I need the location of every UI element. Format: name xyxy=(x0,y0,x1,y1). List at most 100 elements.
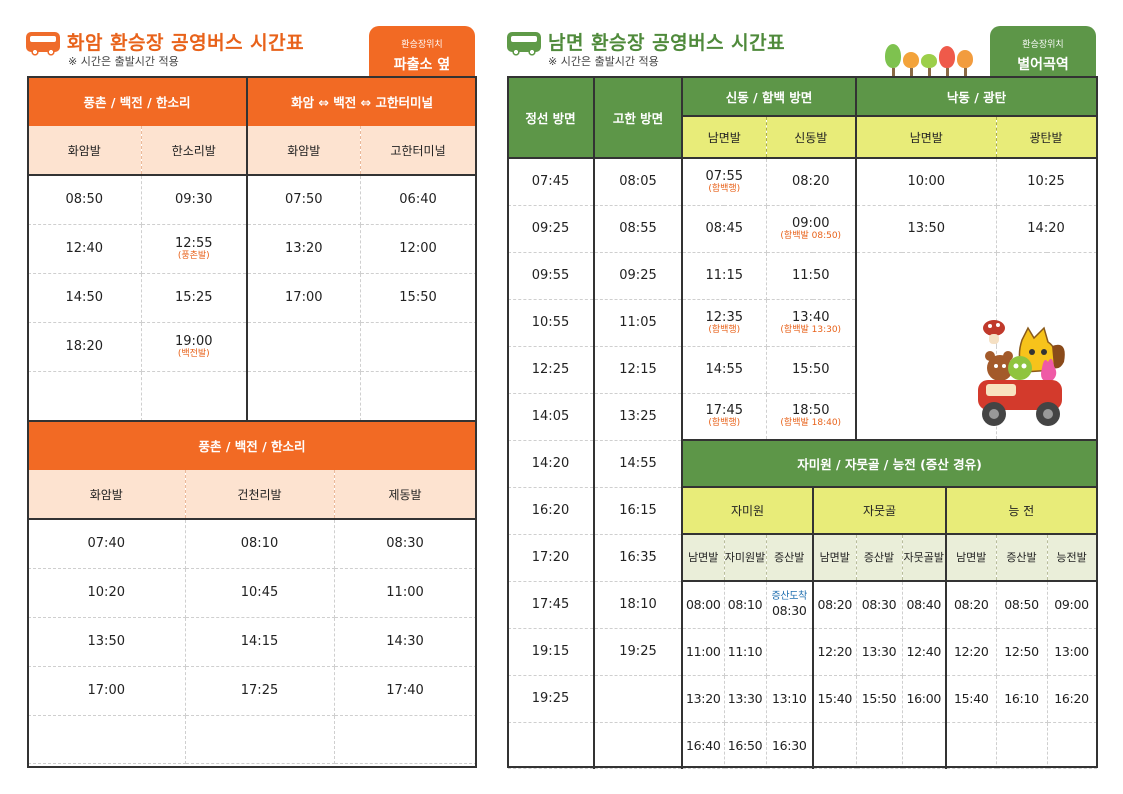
right-table: 정선 방면 고한 방면 신동 / 함백 방면 낙동 / 광탄 남면발 신동발 남… xyxy=(508,77,1097,769)
time-cell: 08:50 xyxy=(28,175,142,225)
time-cell: 15:40 xyxy=(813,675,857,723)
left-table-2: 풍촌 / 백전 / 한소리 화암발 건천리발 제동발 07:40 08:10 0… xyxy=(28,421,477,764)
left-title-row: 화암 환승장 공영버스 시간표 xyxy=(26,28,304,56)
time-cell: 17:00 xyxy=(28,666,186,716)
time-cell xyxy=(185,715,335,764)
time-cell: 08:45 xyxy=(682,205,767,253)
note-text: (함백발 13:30) xyxy=(780,324,842,335)
time-cell: 09:25 xyxy=(594,252,683,300)
time-cell: 15:50 xyxy=(856,675,903,723)
time-cell: 14:55 xyxy=(594,440,683,488)
time-cell: 12:35 (함백행) xyxy=(682,299,767,347)
col-header: 제동발 xyxy=(334,470,477,520)
time-cell xyxy=(247,371,361,421)
table-row: 12:40 12:55 (풍촌발) 13:20 12:00 xyxy=(28,224,477,274)
time-cell: 07:40 xyxy=(28,519,186,569)
time-cell: 13:25 xyxy=(594,393,683,441)
time-value: 12:55 xyxy=(175,235,213,251)
time-cell xyxy=(946,722,997,769)
right-note: ※ 시간은 출발시간 적용 xyxy=(548,55,659,68)
time-cell: 08:50 xyxy=(996,581,1048,629)
time-cell: 16:15 xyxy=(594,487,683,535)
col-header: 증산발 xyxy=(856,534,903,582)
time-cell: 14:50 xyxy=(28,273,142,323)
time-cell xyxy=(856,722,903,769)
time-cell: 08:40 xyxy=(902,581,947,629)
time-cell: 07:45 xyxy=(508,158,595,206)
col-header: 한소리발 xyxy=(141,126,249,176)
time-cell xyxy=(141,371,249,421)
time-cell xyxy=(1047,722,1097,769)
col-header: 화암발 xyxy=(28,470,186,520)
col-header-jeongseon: 정선 방면 xyxy=(508,77,595,159)
time-cell: 15:50 xyxy=(360,273,477,323)
time-cell: 15:25 xyxy=(141,273,249,323)
time-cell: 08:10 xyxy=(724,581,767,629)
time-cell: 08:20 xyxy=(766,158,857,206)
col-header: 남면발 xyxy=(682,534,725,582)
time-cell: 13:50 xyxy=(28,617,186,667)
time-cell: 16:30 xyxy=(766,722,814,769)
time-cell: 08:20 xyxy=(813,581,857,629)
time-value: 08:20 xyxy=(792,174,830,190)
time-cell: 08:00 xyxy=(682,581,725,629)
time-cell: 13:30 xyxy=(724,675,767,723)
time-cell: 11:10 xyxy=(724,628,767,676)
sub-group-header: 자뭇골 xyxy=(813,487,947,535)
time-cell xyxy=(813,722,857,769)
table-row: 16:40 16:50 16:30 xyxy=(508,722,1097,769)
left-table-1: 풍촌 / 백전 / 한소리 화암 ⇔ 백전 ⇔ 고한터미널 화암발 한소리발 화… xyxy=(28,77,477,421)
time-cell: 16:10 xyxy=(996,675,1048,723)
col-header: 증산발 xyxy=(996,534,1048,582)
bus-icon xyxy=(26,31,60,56)
note-text: 증산도착 xyxy=(771,591,808,603)
time-cell: 10:25 xyxy=(996,158,1097,206)
table-row: 14:05 13:25 17:45 (함백행) 18:50 (함백발 18:40) xyxy=(508,393,1096,441)
time-cell: 14:30 xyxy=(334,617,477,667)
time-cell: 08:30 xyxy=(334,519,477,569)
time-value: 13:40 xyxy=(792,309,830,325)
time-cell: 08:05 xyxy=(594,158,683,206)
time-cell: 13:30 xyxy=(856,628,903,676)
time-cell: 증산도착 08:30 xyxy=(766,581,814,629)
time-cell xyxy=(247,322,361,372)
time-value: 17:45 xyxy=(705,403,743,419)
time-cell: 17:20 xyxy=(508,534,595,582)
time-cell: 17:40 xyxy=(334,666,477,716)
time-cell: 10:00 xyxy=(856,158,997,206)
time-cell: 18:50 (함백발 18:40) xyxy=(766,393,857,441)
time-cell: 12:25 xyxy=(508,346,595,394)
time-cell: 16:00 xyxy=(902,675,947,723)
col-header: 신동발 xyxy=(766,116,857,159)
time-cell: 08:20 xyxy=(946,581,997,629)
time-value: 18:50 xyxy=(792,403,830,419)
time-cell: 07:55 (함백행) xyxy=(682,158,767,206)
right-title: 남면 환승장 공영버스 시간표 xyxy=(548,32,786,54)
col-header-gohan: 고한 방면 xyxy=(594,77,683,159)
table-row: 09:25 08:55 08:45 09:00 (함백발 08:50) 13:50… xyxy=(508,205,1097,253)
right-title-row: 남면 환승장 공영버스 시간표 xyxy=(507,28,786,56)
note-text: (함백행) xyxy=(708,324,741,335)
badge-label: 환승장위치 xyxy=(1022,40,1064,50)
time-cell: 14:15 xyxy=(185,617,335,667)
time-cell: 10:20 xyxy=(28,568,186,618)
time-cell: 19:00 (백전발) xyxy=(141,322,249,372)
col-header: 남면발 xyxy=(682,116,767,159)
time-cell xyxy=(360,322,477,372)
time-cell xyxy=(360,371,477,421)
time-cell: 16:35 xyxy=(594,534,683,582)
sub-group-header: 능 전 xyxy=(946,487,1097,535)
group-header-jamiwon: 자미원 / 자뭇골 / 능전 (증산 경유) xyxy=(682,440,1097,488)
col-header: 남면발 xyxy=(856,116,997,159)
time-cell: 16:20 xyxy=(1047,675,1097,723)
time-value: 09:30 xyxy=(175,192,213,208)
time-cell xyxy=(28,371,142,421)
note-text: (함백행) xyxy=(708,183,741,194)
time-cell: 15:50 xyxy=(766,346,857,394)
col-header: 건천리발 xyxy=(185,470,335,520)
time-cell: 15:40 xyxy=(946,675,997,723)
time-value: 08:45 xyxy=(705,221,743,236)
time-cell: 12:55 (풍촌발) xyxy=(141,224,249,274)
time-cell: 18:10 xyxy=(594,581,683,629)
time-cell: 12:20 xyxy=(946,628,997,676)
